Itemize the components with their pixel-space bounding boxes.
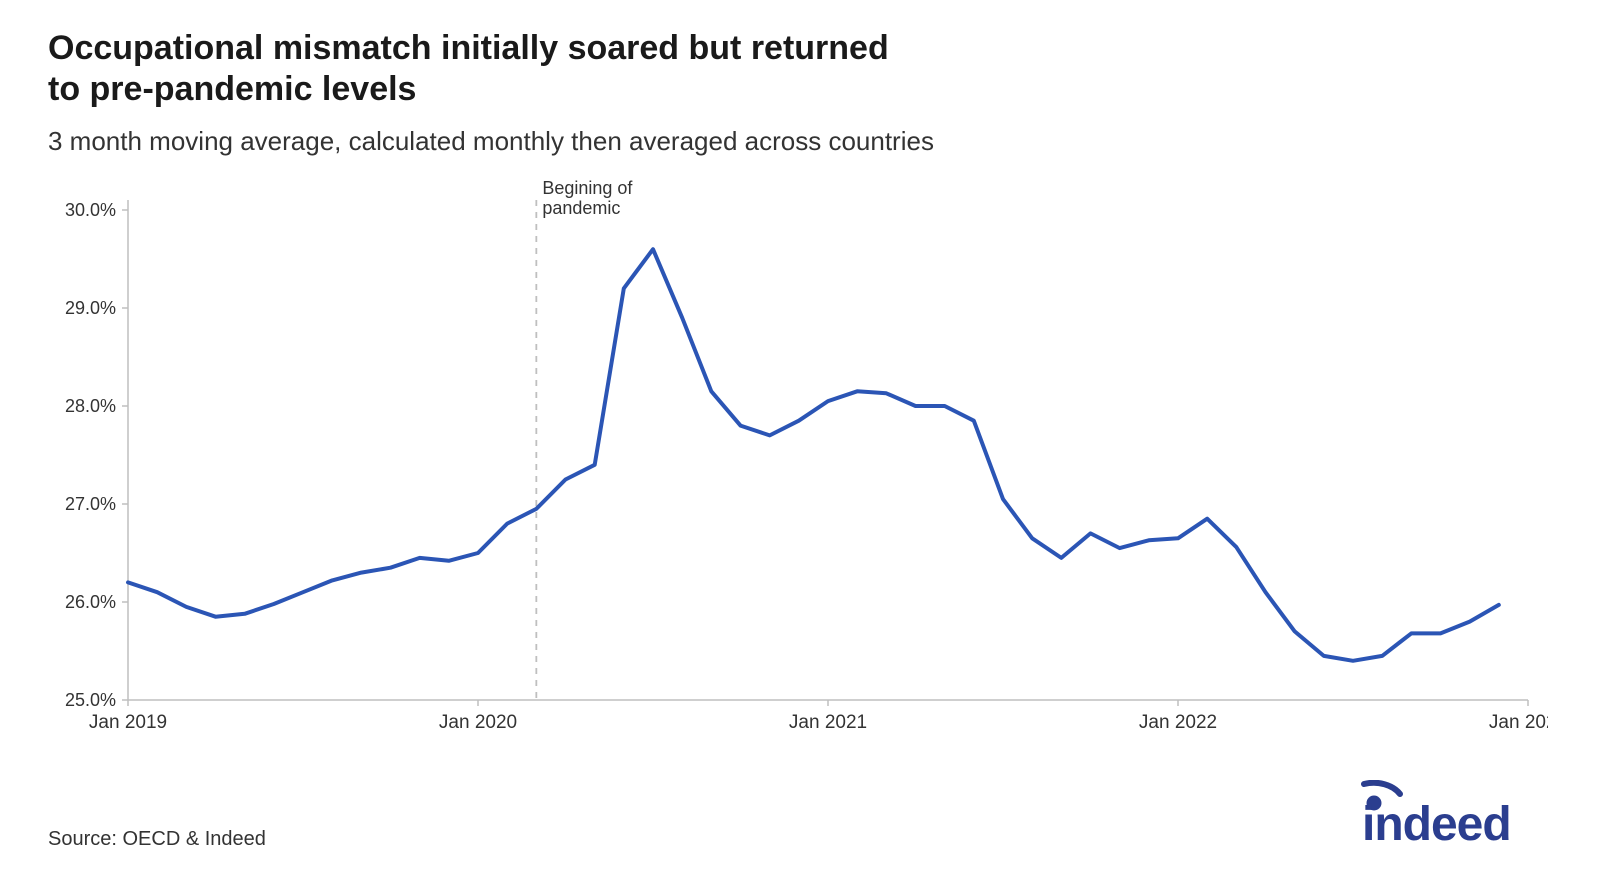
x-tick-label: Jan 2021 [789,712,867,733]
x-tick-label: Jan 2019 [89,712,167,733]
pandemic-annotation: Begining of [542,178,633,198]
y-tick-label: 30.0% [65,200,116,220]
y-tick-label: 29.0% [65,298,116,318]
x-tick-label: Jan 2022 [1139,712,1217,733]
pandemic-annotation: pandemic [542,198,620,218]
mismatch-series-line [128,249,1499,661]
chart-subtitle: 3 month moving average, calculated month… [48,126,934,157]
y-tick-label: 27.0% [65,494,116,514]
chart-container: Occupational mismatch initially soared b… [0,0,1600,873]
x-tick-label: Jan 2023 [1489,712,1548,733]
line-chart: 25.0% 26.0% 27.0% 28.0% 29.0% 30.0% Jan 2019 Ja… [48,170,1548,760]
indeed-logo: indeed [1330,780,1540,855]
y-tick-label: 26.0% [65,592,116,612]
y-tick-label: 28.0% [65,396,116,416]
logo-text: indeed [1362,798,1511,850]
chart-title: Occupational mismatch initially soared b… [48,28,889,110]
y-tick-label: 25.0% [65,690,116,710]
x-tick-label: Jan 2020 [439,712,517,733]
source-attribution: Source: OECD & Indeed [48,828,266,851]
